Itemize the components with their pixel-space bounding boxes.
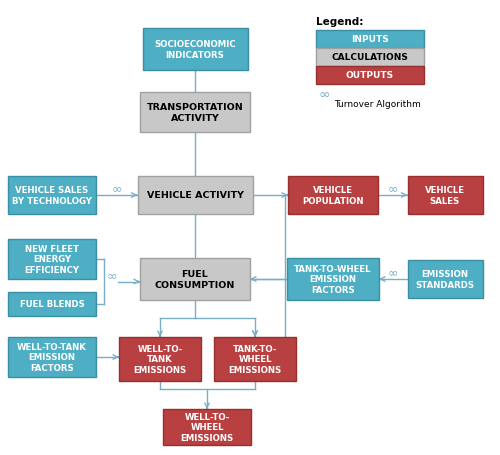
Text: CALCULATIONS: CALCULATIONS bbox=[332, 53, 408, 62]
Text: VEHICLE
SALES: VEHICLE SALES bbox=[425, 186, 465, 205]
Text: WELL-TO-
TANK
EMISSIONS: WELL-TO- TANK EMISSIONS bbox=[134, 344, 186, 374]
FancyBboxPatch shape bbox=[8, 239, 96, 279]
Text: FUEL BLENDS: FUEL BLENDS bbox=[20, 300, 84, 309]
FancyBboxPatch shape bbox=[316, 67, 424, 85]
FancyBboxPatch shape bbox=[288, 177, 378, 214]
Text: TANK-TO-
WHEEL
EMISSIONS: TANK-TO- WHEEL EMISSIONS bbox=[228, 344, 281, 374]
Text: VEHICLE SALES
BY TECHNOLOGY: VEHICLE SALES BY TECHNOLOGY bbox=[12, 186, 92, 205]
Text: SOCIOECONOMIC
INDICATORS: SOCIOECONOMIC INDICATORS bbox=[154, 40, 236, 60]
FancyBboxPatch shape bbox=[408, 260, 482, 298]
Text: INPUTS: INPUTS bbox=[351, 35, 389, 45]
Text: ∞: ∞ bbox=[388, 182, 398, 195]
FancyBboxPatch shape bbox=[316, 31, 424, 49]
Text: TRANSPORTATION
ACTIVITY: TRANSPORTATION ACTIVITY bbox=[146, 103, 244, 122]
Text: Legend:: Legend: bbox=[316, 17, 364, 27]
FancyBboxPatch shape bbox=[8, 177, 96, 214]
Text: VEHICLE
POPULATION: VEHICLE POPULATION bbox=[302, 186, 364, 205]
Text: ∞: ∞ bbox=[107, 268, 117, 281]
Text: EMISSION
STANDARDS: EMISSION STANDARDS bbox=[416, 270, 474, 289]
Text: NEW FLEET
ENERGY
EFFICIENCY: NEW FLEET ENERGY EFFICIENCY bbox=[24, 244, 80, 274]
Text: VEHICLE ACTIVITY: VEHICLE ACTIVITY bbox=[146, 191, 244, 200]
FancyBboxPatch shape bbox=[8, 293, 96, 316]
Text: ∞: ∞ bbox=[112, 182, 122, 195]
Text: OUTPUTS: OUTPUTS bbox=[346, 71, 394, 81]
FancyBboxPatch shape bbox=[214, 337, 296, 381]
Text: ∞: ∞ bbox=[388, 266, 398, 279]
Text: Turnover Algorithm: Turnover Algorithm bbox=[334, 100, 421, 109]
Text: ∞: ∞ bbox=[318, 88, 330, 102]
Text: FUEL
CONSUMPTION: FUEL CONSUMPTION bbox=[155, 270, 235, 289]
FancyBboxPatch shape bbox=[316, 49, 424, 67]
FancyBboxPatch shape bbox=[163, 409, 251, 445]
FancyBboxPatch shape bbox=[140, 93, 250, 133]
FancyBboxPatch shape bbox=[140, 258, 250, 300]
FancyBboxPatch shape bbox=[8, 337, 96, 377]
FancyBboxPatch shape bbox=[408, 177, 482, 214]
Text: TANK-TO-WHEEL
EMISSION
FACTORS: TANK-TO-WHEEL EMISSION FACTORS bbox=[294, 264, 372, 294]
FancyBboxPatch shape bbox=[287, 258, 379, 300]
Text: WELL-TO-TANK
EMISSION
FACTORS: WELL-TO-TANK EMISSION FACTORS bbox=[17, 342, 87, 372]
FancyBboxPatch shape bbox=[119, 337, 201, 381]
FancyBboxPatch shape bbox=[138, 177, 252, 214]
FancyBboxPatch shape bbox=[142, 29, 248, 71]
Text: WELL-TO-
WHEEL
EMISSIONS: WELL-TO- WHEEL EMISSIONS bbox=[180, 412, 234, 442]
